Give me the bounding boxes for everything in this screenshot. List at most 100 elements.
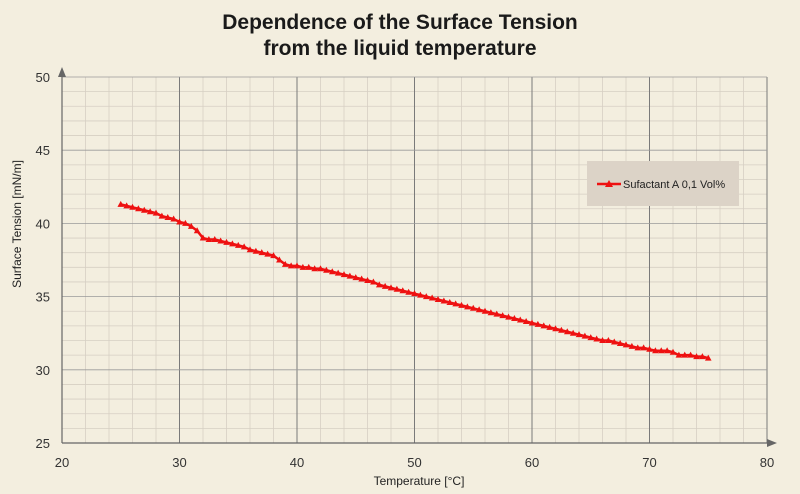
data-point [328, 268, 336, 275]
data-point [123, 202, 130, 209]
data-point [417, 291, 424, 298]
data-point [505, 313, 512, 320]
data-point [205, 236, 213, 242]
data-point [281, 260, 289, 267]
data-point [469, 304, 477, 311]
x-axis-label: Temperature [°C] [374, 474, 465, 488]
data-point [375, 281, 383, 288]
data-point [146, 208, 154, 215]
data-point [299, 263, 307, 270]
data-point [264, 250, 271, 257]
y-tick-label: 30 [36, 363, 50, 378]
data-point [276, 256, 283, 263]
x-tick-label: 60 [525, 455, 539, 470]
data-point [158, 212, 166, 219]
data-point [599, 337, 606, 344]
data-point [334, 269, 342, 276]
data-point [522, 317, 530, 324]
data-point [323, 266, 330, 273]
chart-title-line2: from the liquid temperature [263, 37, 537, 60]
data-point [511, 315, 518, 322]
data-point [370, 278, 377, 285]
data-point [140, 206, 148, 213]
x-tick-label: 70 [642, 455, 656, 470]
data-point [681, 351, 689, 358]
series-line [117, 200, 712, 361]
data-point [634, 344, 642, 351]
data-point [699, 353, 706, 360]
data-point [270, 252, 277, 259]
data-point [493, 310, 501, 317]
data-point [657, 347, 665, 354]
data-point [317, 265, 324, 272]
data-point [364, 277, 371, 283]
data-point [193, 227, 201, 234]
data-point [234, 241, 242, 248]
data-point [475, 306, 483, 313]
data-point [246, 246, 254, 253]
data-point [381, 282, 389, 289]
data-point [211, 236, 219, 242]
y-tick-label: 50 [36, 70, 50, 85]
data-point [534, 320, 542, 327]
data-point [458, 301, 465, 308]
data-point [452, 300, 459, 307]
data-point [217, 237, 224, 244]
data-point [575, 331, 583, 338]
data-point [258, 249, 266, 256]
data-point [428, 294, 436, 301]
data-point [593, 335, 600, 342]
y-tick-label: 25 [36, 436, 50, 451]
legend-label: Sufactant A 0,1 Vol% [623, 179, 725, 191]
data-point [652, 347, 659, 354]
data-point [164, 214, 172, 221]
data-point [464, 303, 471, 310]
x-tick-label: 40 [290, 455, 304, 470]
data-point [446, 298, 454, 305]
data-point [422, 293, 430, 300]
data-point [528, 319, 536, 326]
data-point [387, 284, 395, 291]
data-point [135, 205, 142, 212]
data-point [481, 307, 489, 314]
data-point [411, 290, 418, 297]
data-point [563, 328, 571, 335]
data-point [393, 285, 401, 292]
data-point [170, 215, 177, 222]
y-tick-label: 35 [36, 290, 50, 305]
data-point [569, 329, 577, 336]
data-point [663, 347, 671, 354]
legend-marker [605, 180, 613, 187]
data-point [405, 288, 412, 295]
y-axis-label: Surface Tension [mN/m] [10, 160, 24, 288]
chart-title-line1: Dependence of the Surface Tension [222, 11, 578, 34]
data-point [622, 341, 630, 348]
data-point [358, 275, 365, 282]
chart-title: Dependence of the Surface Tension from t… [0, 10, 800, 62]
major-grid [62, 76, 768, 443]
x-tick-label: 20 [55, 455, 69, 470]
data-point [223, 238, 230, 245]
x-tick-label: 30 [172, 455, 186, 470]
data-point [182, 219, 189, 226]
data-point [616, 339, 624, 346]
data-point [399, 287, 407, 294]
data-point [346, 272, 354, 279]
data-point [152, 209, 160, 216]
data-point [540, 322, 548, 329]
data-point [646, 345, 653, 352]
data-point [552, 325, 559, 332]
data-point [499, 312, 506, 319]
data-point [610, 338, 618, 345]
data-point [704, 354, 712, 361]
data-point [687, 351, 694, 358]
data-point [487, 309, 495, 316]
data-point [516, 316, 524, 323]
x-axis-arrow [767, 439, 777, 447]
data-point [352, 274, 360, 281]
data-point [117, 200, 125, 207]
data-point [669, 348, 677, 355]
data-point [187, 222, 195, 229]
data-point [229, 240, 236, 247]
